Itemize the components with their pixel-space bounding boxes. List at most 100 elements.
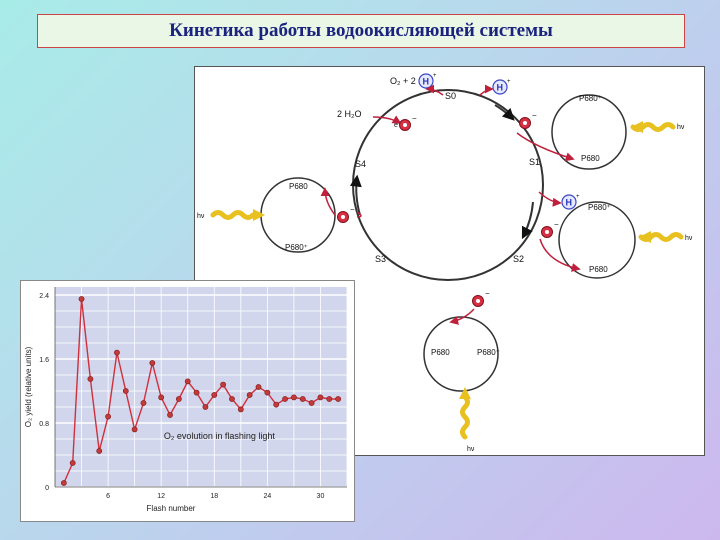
y-tick-label: 1.6 [39, 357, 49, 364]
data-point [299, 396, 306, 402]
proton-symbol: H [423, 77, 430, 87]
state-s3: S3 [375, 254, 386, 264]
data-point [105, 413, 111, 420]
data-point [175, 396, 182, 402]
cycle-arrow-s0-s1 [494, 104, 515, 121]
electron-transfer-arrow [356, 211, 362, 218]
x-axis-label: Flash number [147, 504, 196, 513]
light-arrow [631, 121, 643, 133]
p680-label: P680 [581, 154, 600, 163]
o2-release-label: O₂ + 2 [390, 76, 416, 86]
light-arrow [459, 387, 471, 399]
electron-charge: − [485, 289, 490, 298]
x-tick-label: 24 [263, 493, 271, 500]
light-arrow [639, 231, 651, 243]
proton-icon [561, 194, 577, 210]
o2-release-arrow [425, 84, 444, 96]
electron-label: e [394, 122, 398, 129]
p680-label: P680 [289, 182, 308, 191]
data-point [193, 389, 200, 396]
proton-symbol: H [497, 83, 504, 93]
data-point [326, 396, 333, 402]
p680-oxidized-label: P680⁺ [588, 203, 611, 212]
light-label: hν [467, 446, 475, 453]
data-point [140, 400, 147, 406]
cycle-arrow-s1-s2 [521, 201, 534, 240]
data-point [202, 404, 209, 410]
slide-title: Кинетика работы водоокисляющей системы [169, 20, 553, 41]
proton-symbol: H [566, 198, 573, 208]
light-wave [210, 210, 256, 220]
data-point [78, 296, 85, 302]
data-point [246, 392, 253, 398]
axes: 0 0.8 1.6 2.4 6 12 18 24 30 [39, 287, 347, 500]
plot-area [55, 287, 347, 487]
state-s1: S1 [529, 157, 540, 167]
electron-core [403, 123, 407, 127]
y-axis-label: O₂ yield (relative units) [24, 346, 33, 427]
data-point [69, 460, 76, 466]
proton-release-arrow [479, 84, 494, 96]
water-arrow [372, 115, 402, 124]
p680-oxidized-label: P680⁺ [285, 243, 308, 252]
y-tick-label: 0 [45, 485, 49, 492]
electron-charge: − [532, 111, 537, 120]
o2-yield-chart: 0 0.8 1.6 2.4 6 12 18 24 30 O₂ evolution in flas… [20, 280, 355, 522]
electron-core [523, 121, 527, 125]
electron-core [545, 230, 549, 234]
electron-charge: − [412, 114, 417, 123]
x-tick-label: 30 [317, 493, 325, 500]
electron-charge: − [350, 205, 355, 214]
p680-oxidized-label: P680⁺ [477, 348, 500, 357]
proton-charge: + [507, 79, 511, 85]
data-point [255, 384, 262, 390]
state-s0: S0 [445, 91, 456, 101]
electron-charge: − [554, 220, 559, 229]
data-point [158, 394, 165, 401]
x-tick-label: 12 [157, 493, 165, 500]
electron-core [476, 299, 480, 303]
x-tick-label: 6 [106, 493, 110, 500]
data-point [114, 349, 120, 356]
title-banner: Кинетика работы водоокисляющей системы [37, 14, 685, 48]
data-point [87, 376, 94, 382]
state-s4: S4 [355, 159, 366, 169]
data-point [229, 396, 235, 402]
data-point [211, 392, 218, 398]
y-tick-label: 0.8 [39, 421, 49, 428]
light-wave [460, 394, 470, 440]
y-tick-label: 2.4 [39, 293, 49, 300]
p680-loop [558, 201, 636, 279]
data-point [317, 394, 324, 401]
data-point [291, 394, 297, 401]
data-point [122, 388, 129, 394]
electron-transfer-arrow [539, 238, 581, 272]
data-point [96, 448, 103, 454]
data-point [308, 400, 315, 406]
light-label: hν [677, 124, 685, 131]
p680-oxidized-label: P680⁺ [579, 94, 602, 103]
p680-loop [551, 94, 627, 170]
data-point [220, 381, 227, 388]
data-point [264, 389, 271, 396]
p680-loop [423, 316, 499, 392]
chart-title: O₂ evolution in flashing light [164, 431, 276, 441]
data-point [273, 401, 280, 408]
light-label: hν [197, 213, 205, 220]
electron-transfer-arrow [516, 132, 575, 162]
electron-transfer-arrow [320, 187, 336, 216]
electron-core [341, 215, 345, 219]
electron-transfer-arrow [449, 308, 475, 325]
p680-label: P680 [431, 348, 450, 357]
p680-label: P680 [589, 265, 608, 274]
light-arrow [253, 209, 265, 221]
data-point [282, 396, 288, 402]
state-s2: S2 [513, 254, 524, 264]
s-state-cycle [352, 89, 544, 281]
data-point [149, 360, 156, 366]
data-point [167, 412, 173, 418]
proton-release-arrow [538, 191, 562, 207]
data-point [335, 396, 342, 402]
data-point [60, 480, 67, 486]
proton-charge: + [433, 73, 437, 79]
